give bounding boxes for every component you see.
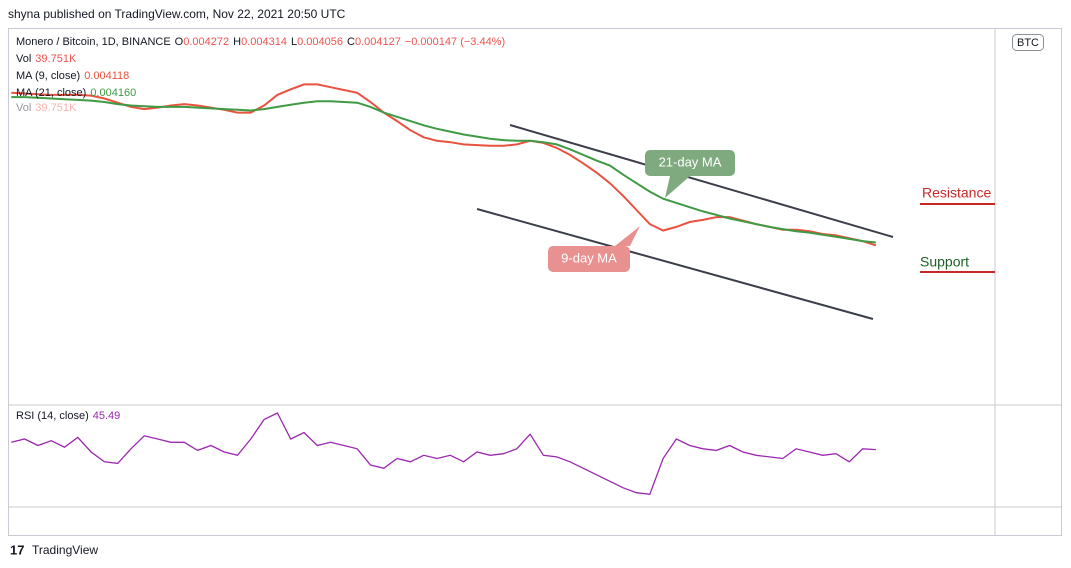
rsi-pane	[11, 412, 876, 496]
ohlc-value: 0.004314	[241, 36, 287, 48]
ma21-callout	[645, 150, 735, 198]
ma-line	[11, 83, 877, 247]
rsi-name: RSI (14, close)	[16, 410, 89, 422]
ohlc-key: H	[233, 36, 241, 48]
rsi-value: 45.49	[93, 410, 121, 422]
legend-line-1: Monero / Bitcoin, 1D, BINANCE O0.004272 H0…	[16, 36, 505, 48]
volume-value: 39.751K	[35, 53, 77, 65]
ohlc-key: L	[291, 36, 297, 48]
trendlines	[476, 124, 995, 320]
ohlc-value: 0.004127	[355, 36, 401, 48]
published-line: shyna published on TradingView.com, Nov …	[8, 7, 346, 21]
ma9-callout	[548, 226, 640, 272]
ma-line	[11, 96, 877, 244]
footer: 17 TradingView	[10, 542, 98, 557]
legend: Monero / Bitcoin, 1D, BINANCE O0.004272 H0…	[16, 36, 505, 422]
ma9-name: MA (9, close)	[16, 70, 80, 82]
ohlc-value: 0.004056	[297, 36, 343, 48]
symbol: Monero / Bitcoin, 1D, BINANCE	[16, 36, 171, 48]
footer-logo: 17	[10, 542, 24, 557]
rsi-line	[11, 412, 876, 496]
ma21-name: MA (21, close)	[16, 87, 86, 99]
legend-ma21: MA (21, close) 0.004160	[16, 87, 136, 99]
volume-value: 39.751K	[35, 102, 77, 114]
footer-brand: TradingView	[32, 543, 98, 557]
symbol-badge: BTC	[1012, 34, 1044, 51]
lower-trendline	[476, 208, 874, 320]
legend-rsi: RSI (14, close) 45.49	[16, 410, 120, 422]
legend-volume-ghost: Vol 39.751K	[16, 102, 77, 114]
frame	[8, 28, 1062, 536]
ma9-value: 0.004118	[84, 70, 129, 82]
badge-label: BTC	[1017, 37, 1039, 49]
change: −0.000147 (−3.44%)	[405, 36, 505, 48]
support-label: Support	[920, 254, 969, 270]
legend-volume: Vol 39.751K	[16, 53, 77, 65]
moving-averages	[11, 83, 877, 247]
legend-ma9: MA (9, close) 0.004118	[16, 70, 129, 82]
ma9-label: 9-day MA	[561, 250, 617, 265]
ohlc-key: C	[347, 36, 355, 48]
annotations: 21-day MA 9-day MA Resistance Support	[548, 150, 991, 272]
resistance-label: Resistance	[922, 185, 991, 201]
upper-trendline	[509, 124, 894, 238]
volume-name: Vol	[16, 53, 31, 65]
ohlc-value: 0.004272	[183, 36, 229, 48]
ohlc-key: O	[175, 36, 184, 48]
badge-box	[1012, 34, 1044, 51]
ma21-value: 0.004160	[90, 87, 136, 99]
ma21-label: 21-day MA	[659, 154, 722, 169]
volume-name: Vol	[16, 102, 31, 114]
